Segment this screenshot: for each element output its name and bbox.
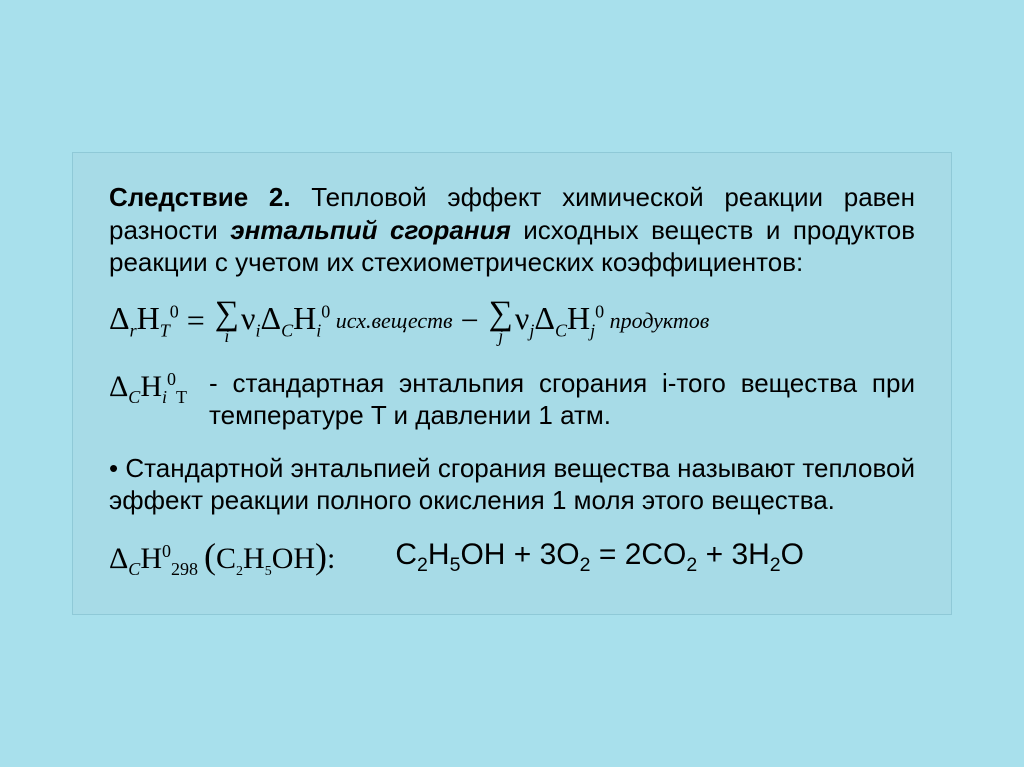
- corollary-paragraph: Следствие 2. Тепловой эффект химической …: [109, 181, 915, 279]
- example-row: ΔCH0298 (C2H5OH): C2H5OH + 3O2 = 2CO2 + …: [109, 535, 915, 580]
- equals-sign: =: [179, 302, 213, 339]
- bullet-paragraph: • Стандартной энтальпией сгорания вещест…: [109, 452, 915, 517]
- lhs-term: ΔrHT0: [109, 300, 179, 341]
- example-symbol: ΔCH0298 (C2H5OH):: [109, 535, 335, 580]
- main-equation: ΔrHT0 = ∑ i νiΔCHi0 исх.веществ − ∑ j νj…: [109, 297, 915, 345]
- label-reactants: исх.веществ: [330, 308, 452, 334]
- minus-sign: −: [453, 302, 487, 339]
- slide-card: Следствие 2. Тепловой эффект химической …: [72, 152, 952, 615]
- definition-text: - стандартная энтальпия сгорания i-того …: [209, 367, 915, 432]
- sum-i: ∑ i: [215, 297, 239, 345]
- para-emph: энтальпий сгорания: [230, 215, 511, 245]
- sum-j: ∑ j: [489, 297, 513, 345]
- corollary-lead: Следствие 2.: [109, 182, 291, 212]
- term-i: νiΔCHi0: [241, 300, 330, 341]
- term-j: νjΔCHj0: [515, 300, 604, 341]
- label-products: продуктов: [604, 308, 709, 334]
- definition-row: ΔCHi0T - стандартная энтальпия сгорания …: [109, 367, 915, 432]
- chemical-equation: C2H5OH + 3O2 = 2CO2 + 3H2O: [395, 538, 804, 577]
- definition-symbol: ΔCHi0T: [109, 367, 187, 408]
